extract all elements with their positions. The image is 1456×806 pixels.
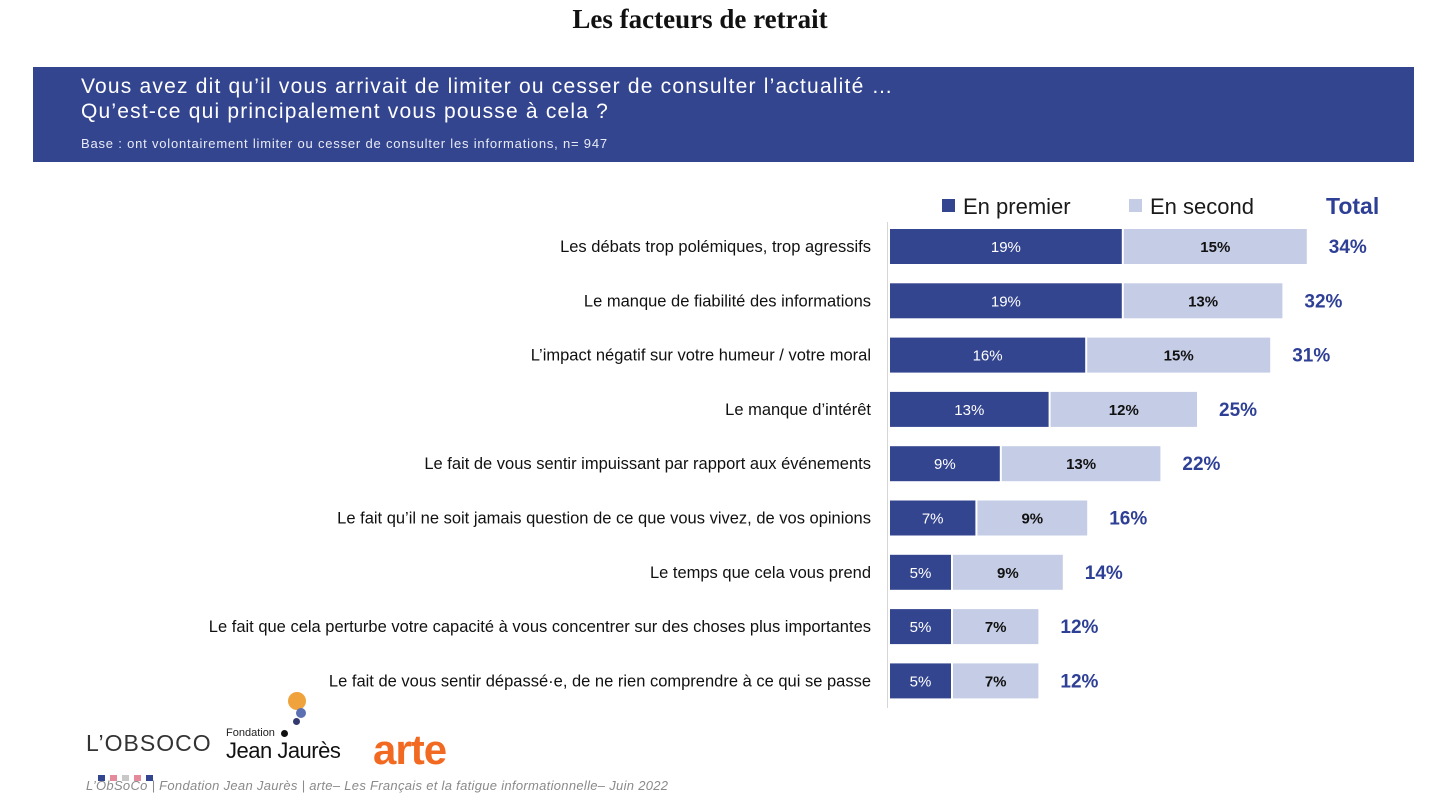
bar-en-premier-label: 5% [910,619,932,636]
bar-en-second-label: 7% [985,619,1007,636]
question-line-2: Qu’est-ce qui principalement vous pousse… [81,100,610,123]
page-title: Les facteurs de retrait [572,4,828,34]
total-value-label: 16% [1109,509,1147,530]
category-label: Le manque d’intérêt [725,401,871,419]
bar-en-premier-label: 19% [991,239,1021,256]
bar-en-second [1050,391,1197,427]
total-value-label: 34% [1329,237,1367,258]
bar-en-premier [890,229,1122,264]
legend-total-label: Total [1326,193,1380,219]
bar-en-premier [890,500,976,536]
arte-logo: arte [373,726,447,773]
bar-en-second-label: 13% [1066,456,1096,473]
category-label: Le fait qu’il ne soit jamais question de… [337,510,871,528]
bar-en-premier [890,609,951,645]
bar-en-second [977,500,1088,536]
bar-en-second [953,609,1039,645]
bar-en-second-label: 12% [1109,402,1139,419]
bar-en-second-label: 9% [997,565,1019,582]
question-banner: Vous avez dit qu’il vous arrivait de lim… [33,67,1414,162]
source-footer: L’ObSoCo | Fondation Jean Jaurès | arte–… [86,778,669,793]
bar-en-second-label: 15% [1200,239,1230,256]
bar-en-premier [890,446,1000,482]
category-label: Les débats trop polémiques, trop agressi… [560,238,871,256]
bar-en-premier-label: 7% [922,511,944,528]
category-label: Le fait que cela perturbe votre capacité… [209,618,871,636]
bar-en-second [953,554,1063,590]
bar-en-second-label: 15% [1164,348,1194,365]
bar-en-second [1001,446,1161,482]
total-value-label: 22% [1182,454,1220,475]
category-label: L’impact négatif sur votre humeur / votr… [531,347,871,365]
legend-first-swatch [942,199,955,212]
bar-en-premier-label: 16% [973,348,1003,365]
fondation-jean-jaures-logo: Fondation Jean Jaurès [226,690,366,770]
legend-first: En premier [942,194,1071,220]
total-value-label: 12% [1060,617,1098,638]
bar-en-premier-label: 19% [991,293,1021,310]
total-value-label: 14% [1085,563,1123,584]
bar-en-second [1123,229,1307,264]
obsoco-logo-dots [98,760,158,787]
fjj-logo-small-text: Fondation [226,727,275,739]
total-value-label: 31% [1292,346,1330,367]
legend-second-swatch [1129,199,1142,212]
bar-en-premier-label: 9% [934,456,956,473]
bar-en-second-label: 9% [1021,511,1043,528]
obsoco-logo-text: L’OBSOCO [86,730,212,756]
sample-base: Base : ont volontairement limiter ou ces… [81,136,608,151]
category-label: Le manque de fiabilité des informations [584,292,871,310]
fjj-logo-big-text: Jean Jaurès [226,738,341,763]
category-label: Le temps que cela vous prend [650,564,871,582]
bar-en-second [1087,337,1271,373]
chart-axis-line [887,222,888,708]
bar-en-premier-label: 13% [954,402,984,419]
obsoco-logo: L’OBSOCO [86,730,212,781]
legend-second: En second [1129,194,1254,220]
bar-en-second [953,663,1039,699]
logos: L’OBSOCO Fondation Jean Jaurès arte [86,690,506,781]
bar-en-premier-label: 5% [910,565,932,582]
total-value-label: 12% [1060,671,1098,692]
bar-en-premier [890,554,951,590]
bar-en-premier [890,283,1122,319]
legend-second-label: En second [1150,194,1254,219]
bar-en-premier [890,337,1086,373]
bar-en-second-label: 13% [1188,293,1218,310]
question-line-1: Vous avez dit qu’il vous arrivait de lim… [81,75,894,98]
total-value-label: 25% [1219,400,1257,421]
bar-en-second [1123,283,1283,319]
total-value-label: 32% [1304,291,1342,312]
bar-en-premier-label: 5% [910,673,932,690]
bar-en-premier [890,391,1049,427]
bar-en-second-label: 7% [985,673,1007,690]
bar-en-premier [890,663,951,699]
legend-first-label: En premier [963,194,1071,219]
category-label: Le fait de vous sentir dépassé·e, de ne … [329,672,871,690]
category-label: Le fait de vous sentir impuissant par ra… [424,455,871,473]
